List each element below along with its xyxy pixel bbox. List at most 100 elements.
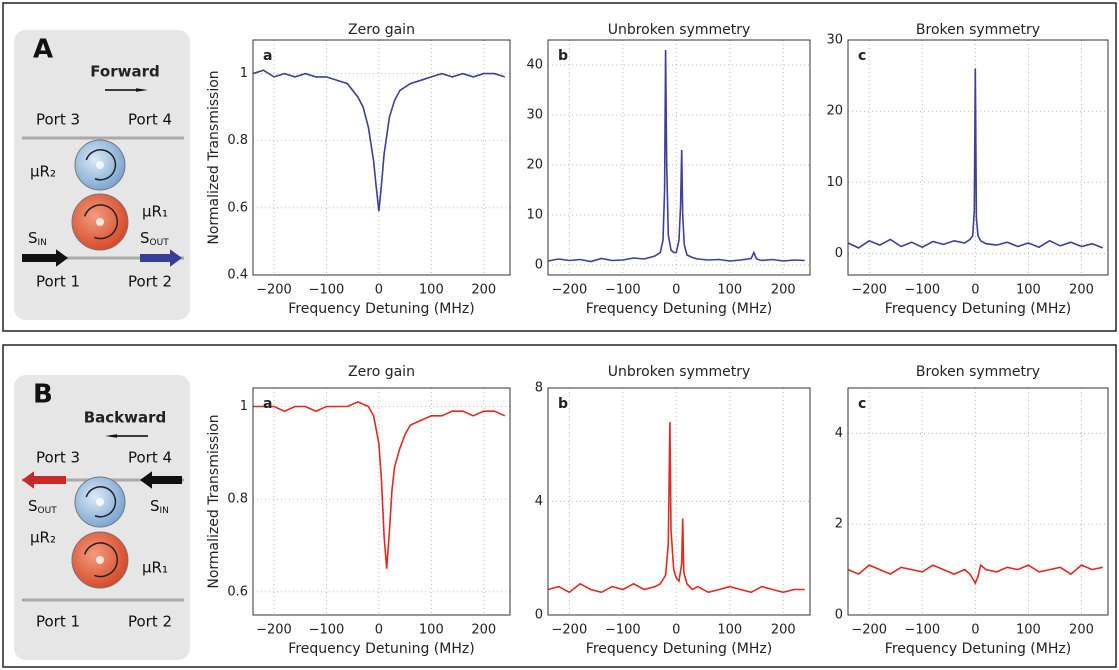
- arrow-head: [22, 471, 34, 489]
- ring-label: μR₁: [142, 559, 168, 577]
- port-label: Port 1: [36, 273, 80, 291]
- plot-frame: [547, 39, 811, 276]
- y-tick-label: 40: [526, 58, 543, 73]
- x-tick-label: 0: [375, 283, 383, 298]
- chart-title: Unbroken symmetry: [608, 364, 751, 380]
- port-label: Port 3: [36, 449, 80, 467]
- plot-frame: [847, 39, 1109, 276]
- y-tick-label: 0.8: [227, 133, 248, 148]
- x-axis-label: Frequency Detuning (MHz): [885, 641, 1071, 657]
- x-tick-label: 0: [672, 623, 680, 638]
- panel-label: a: [263, 48, 272, 64]
- ring-core: [96, 218, 104, 226]
- y-tick-label: 0.6: [227, 584, 248, 599]
- y-tick-label: 10: [826, 175, 843, 190]
- plot-area: [848, 388, 1108, 615]
- arrow-shaft: [34, 476, 66, 484]
- signal-subscript: IN: [38, 238, 47, 248]
- chart-title: Zero gain: [348, 364, 415, 380]
- ring-arrow: [83, 204, 119, 240]
- x-axis-label: Frequency Detuning (MHz): [885, 301, 1071, 317]
- data-line: [847, 563, 1103, 586]
- x-tick-label: 200: [471, 623, 496, 638]
- arrow-shaft: [117, 435, 148, 437]
- direction-label: Forward: [90, 63, 159, 81]
- y-tick-label: 1: [240, 66, 248, 81]
- data-line: [253, 401, 506, 569]
- x-tick-label: 0: [971, 283, 979, 298]
- ring-arrow: [83, 542, 119, 578]
- ring-arrow: [85, 486, 117, 518]
- x-tick-label: 0: [672, 283, 680, 298]
- x-tick-label: −200: [851, 623, 887, 638]
- y-tick-label: 20: [526, 158, 543, 173]
- arrow-head: [56, 249, 68, 267]
- ring-core: [96, 161, 104, 169]
- plot-frame: [847, 387, 1109, 616]
- y-tick-label: 1: [240, 399, 248, 414]
- x-tick-label: 0: [971, 623, 979, 638]
- signal-label: SOUT: [140, 229, 169, 248]
- plot-area: [848, 40, 1108, 275]
- panel-label: c: [858, 48, 866, 64]
- y-tick-label: 0.4: [227, 268, 248, 283]
- x-tick-label: −200: [552, 283, 588, 298]
- y-tick-label: 4: [835, 426, 843, 441]
- y-axis-label: Normalized Transmission: [206, 70, 222, 244]
- panel-label: b: [558, 48, 568, 64]
- y-tick-label: 8: [535, 381, 543, 396]
- x-tick-label: −100: [904, 623, 940, 638]
- panel-label: a: [263, 396, 272, 412]
- signal-subscript: OUT: [38, 506, 58, 516]
- port-label: Port 3: [36, 111, 80, 129]
- data-line: [847, 68, 1103, 249]
- y-tick-label: 20: [826, 104, 843, 119]
- signal-symbol: S: [28, 497, 38, 515]
- x-tick-label: 200: [771, 283, 796, 298]
- x-tick-label: −100: [309, 283, 345, 298]
- arrow-head: [140, 471, 152, 489]
- x-tick-label: −100: [904, 283, 940, 298]
- plot-frame: [547, 387, 811, 616]
- signal-subscript: OUT: [150, 238, 170, 248]
- port-label: Port 4: [128, 449, 172, 467]
- y-tick-label: 30: [526, 108, 543, 123]
- port-label: Port 1: [36, 613, 80, 631]
- x-tick-label: 100: [419, 283, 444, 298]
- arrow-head: [170, 249, 182, 267]
- ring-core: [96, 498, 104, 506]
- x-tick-label: 200: [1069, 623, 1094, 638]
- plot-area: [253, 388, 510, 615]
- chart-title: Zero gain: [348, 22, 415, 38]
- arrow-head: [105, 434, 117, 438]
- arrow-shaft: [105, 89, 136, 91]
- x-tick-label: −200: [256, 283, 292, 298]
- x-tick-label: −100: [605, 623, 641, 638]
- arrow-shaft: [140, 254, 170, 262]
- x-tick-label: −100: [309, 623, 345, 638]
- row-frame: [2, 344, 1117, 668]
- x-tick-label: 100: [419, 623, 444, 638]
- y-tick-label: 0: [835, 608, 843, 623]
- x-axis-label: Frequency Detuning (MHz): [586, 301, 772, 317]
- x-tick-label: −100: [605, 283, 641, 298]
- arrow-shaft: [22, 254, 56, 262]
- y-tick-label: 10: [526, 208, 543, 223]
- x-tick-label: 100: [717, 623, 742, 638]
- y-tick-label: 4: [535, 494, 543, 509]
- y-tick-label: 0: [535, 608, 543, 623]
- x-axis-label: Frequency Detuning (MHz): [586, 641, 772, 657]
- ring-arrow: [85, 149, 117, 181]
- data-line: [547, 422, 805, 594]
- port-label: Port 4: [128, 111, 172, 129]
- x-tick-label: −200: [256, 623, 292, 638]
- signal-label: SIN: [150, 497, 169, 516]
- x-tick-label: −200: [851, 283, 887, 298]
- direction-label: Backward: [84, 409, 167, 427]
- ring-label: μR₂: [30, 163, 56, 181]
- signal-symbol: S: [28, 229, 38, 247]
- signal-symbol: S: [150, 497, 160, 515]
- y-tick-label: 0.6: [227, 200, 248, 215]
- x-tick-label: 0: [375, 623, 383, 638]
